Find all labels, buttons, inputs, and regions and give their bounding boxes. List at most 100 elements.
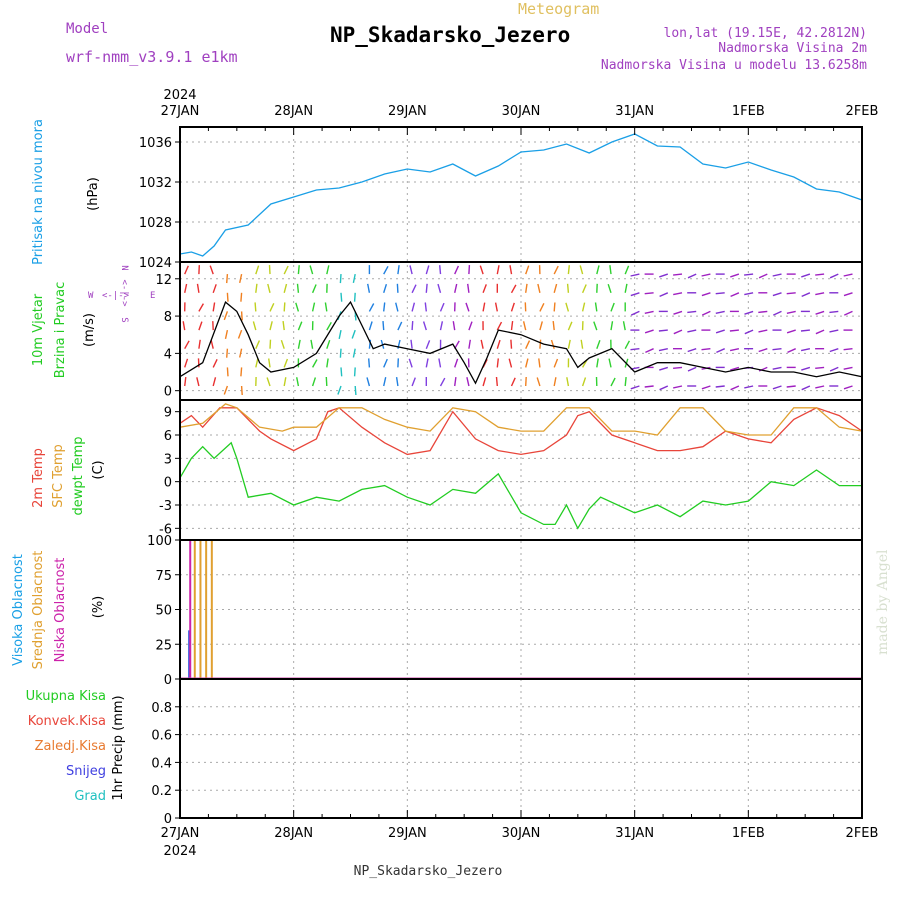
- wind-legend-arrows-h: <-|->: [102, 291, 130, 301]
- wind-barb: [283, 358, 289, 368]
- y-tick-label: 6: [164, 429, 172, 444]
- wind-barb: [593, 321, 598, 331]
- wind-barb: [411, 321, 414, 331]
- wind-barb: [687, 273, 697, 279]
- wind-barb: [525, 376, 527, 387]
- wind-barb: [297, 321, 303, 331]
- x-tick-top: 1FEB: [732, 104, 765, 119]
- lonlat-text: lon,lat (19.15E, 42.2812N): [664, 26, 868, 41]
- wind-barb: [730, 292, 740, 298]
- meteogram-label: Meteogram: [518, 0, 599, 18]
- wind-barb: [240, 311, 243, 321]
- wind-barb: [311, 377, 317, 387]
- wind-barb: [212, 284, 217, 294]
- wind-barb: [425, 265, 430, 275]
- wind-barb: [566, 377, 570, 387]
- wind-barb: [482, 302, 486, 312]
- wind-barb: [815, 292, 825, 296]
- wind-barb: [496, 265, 500, 275]
- wind-barb: [368, 321, 373, 331]
- cloud-unit: (%): [91, 596, 106, 619]
- wind-barb: [658, 329, 668, 332]
- wind-barb: [673, 366, 683, 369]
- series-line: [179, 403, 863, 436]
- y-tick-label: 9: [164, 406, 172, 421]
- wind-barb: [630, 292, 640, 297]
- station-title: NP_Skadarsko_Jezero: [330, 23, 570, 47]
- wind-barb: [340, 367, 343, 377]
- wind-barb: [239, 273, 243, 284]
- y-tick-label: 3: [164, 452, 172, 467]
- series-line: [179, 407, 863, 456]
- wind-barb: [829, 329, 839, 333]
- wind-barbs: [182, 265, 853, 396]
- wind-barb: [411, 377, 416, 387]
- wind-barb: [758, 273, 768, 279]
- wind-barb: [687, 366, 697, 372]
- wind-barb: [730, 385, 740, 391]
- wind-barb: [594, 302, 598, 312]
- x-tick-top: 29JAN: [388, 104, 427, 119]
- panel-frame-precip: [179, 678, 863, 819]
- wind-barb: [353, 292, 356, 302]
- wind-barb: [581, 302, 586, 312]
- x-tick-bottom: 30JAN: [502, 826, 541, 841]
- wind-barb: [773, 310, 782, 316]
- wind-barb: [538, 358, 541, 368]
- y-tick-label: 8: [164, 310, 172, 325]
- wind-barb: [366, 377, 371, 387]
- wind-barb: [212, 302, 216, 312]
- wind-barb: [240, 367, 243, 377]
- wind-barb: [581, 284, 587, 294]
- wind-barb: [553, 377, 557, 387]
- wind-barb: [744, 310, 754, 315]
- wind-barb: [310, 339, 314, 349]
- y-tick-label: 12: [155, 273, 172, 288]
- wind-barb: [223, 385, 229, 395]
- wind-barb: [439, 377, 446, 387]
- wind-barb: [268, 265, 271, 275]
- wind-barb: [452, 321, 456, 331]
- wind-barb: [801, 292, 811, 298]
- wind-barb: [383, 377, 387, 387]
- wind-barb: [815, 310, 825, 315]
- wind-barb: [553, 358, 559, 368]
- wind-barb: [352, 273, 356, 284]
- y-tick-label: 1024: [139, 256, 172, 271]
- wind-barb: [659, 273, 669, 278]
- wind-barb: [226, 348, 229, 358]
- wind-barb: [701, 273, 711, 277]
- wind-barb: [659, 292, 669, 298]
- wind-barb: [396, 283, 399, 293]
- wind-barb: [673, 329, 683, 335]
- wind-barb: [226, 367, 229, 377]
- wind-barb: [326, 358, 329, 368]
- wind-barb: [339, 274, 342, 284]
- wind-barb: [608, 358, 612, 368]
- wind-barb: [439, 265, 442, 275]
- precip-unit: 1hr Precip (mm): [111, 695, 126, 800]
- series-line: [179, 300, 863, 385]
- wind-barb: [397, 265, 400, 275]
- wind-barb: [184, 265, 189, 275]
- y-tick-label: -6: [159, 522, 172, 537]
- wind-barb: [479, 265, 484, 275]
- wind-barb: [509, 265, 513, 275]
- wind-barb: [198, 321, 203, 331]
- wind-barb: [454, 377, 457, 387]
- wind-barb: [687, 348, 697, 353]
- wind-barb: [801, 273, 811, 278]
- y-tick-label: 1028: [139, 216, 172, 231]
- x-tick-bottom: 2FEB: [846, 826, 879, 841]
- axis-layer: 27JAN 27JAN 28JAN 28JAN 29JAN 29JAN 30JAN 30JAN…: [139, 104, 879, 841]
- x-tick-top: 2FEB: [846, 104, 879, 119]
- wind-barb: [297, 265, 300, 275]
- wind-barb: [630, 310, 640, 316]
- wind-barb: [439, 302, 445, 312]
- wind-barb: [224, 329, 229, 340]
- wind-barb: [212, 377, 217, 387]
- wind-barb: [815, 385, 825, 389]
- wind-barb: [744, 292, 754, 296]
- wind-barb: [311, 359, 318, 368]
- wind-barb: [367, 283, 371, 293]
